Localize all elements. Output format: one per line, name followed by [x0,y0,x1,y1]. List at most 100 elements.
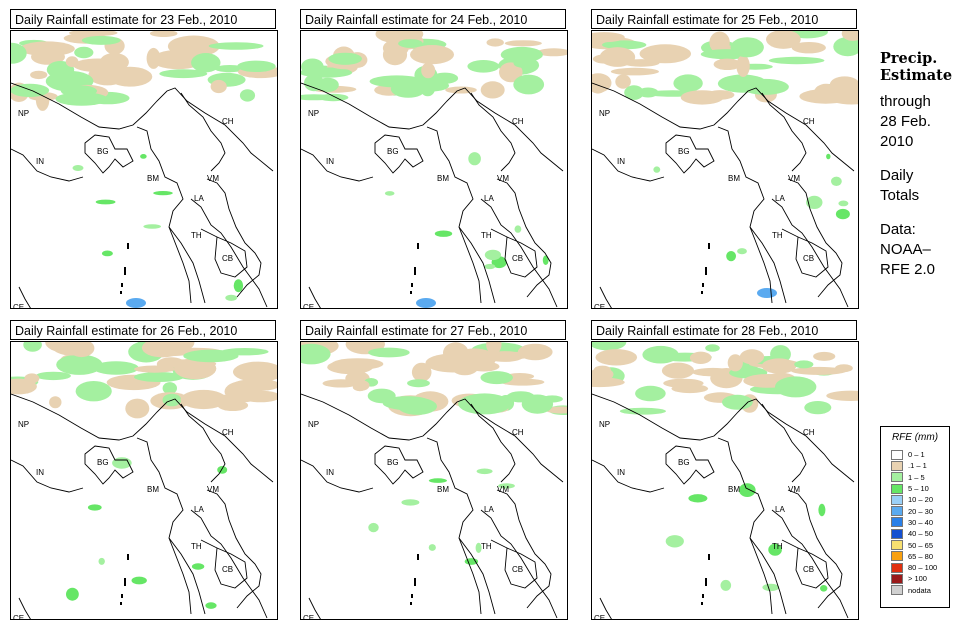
country-border [749,226,787,304]
country-label: BM [147,485,159,494]
panel-title: Daily Rainfall estimate for 26 Feb., 201… [10,320,276,340]
country-label: BG [678,458,690,467]
rain-patch [639,44,691,64]
panel-title: Daily Rainfall estimate for 23 Feb., 201… [10,9,276,29]
country-border [206,178,262,298]
country-border [190,198,268,308]
map-canvas [301,342,567,619]
rain-patch [504,40,542,47]
map-panel-6: Daily Rainfall estimate for 28 Feb., 201… [591,320,859,620]
rain-patch [318,93,349,102]
island [417,554,419,560]
rain-patch [93,361,139,375]
rainfall-patches [11,31,277,308]
country-label: LA [484,194,494,203]
country-label: CB [512,565,524,574]
rain-patch [705,344,720,352]
panel-title: Daily Rainfall estimate for 27 Feb., 201… [300,320,566,340]
rain-patch [208,42,264,50]
map-canvas [592,31,858,308]
country-border [504,547,538,589]
legend-swatch [891,449,903,460]
rain-patch [141,342,184,358]
country-label: TH [481,542,492,551]
rain-patch [74,46,94,59]
legend-label: .1 – 1 [908,461,927,471]
rain-patch [210,79,227,94]
map-panel-4: Daily Rainfall estimate for 26 Feb., 201… [10,320,278,620]
country-border [599,286,612,308]
rain-patch [384,191,395,196]
rain-patch [56,354,103,375]
country-label: IN [617,157,625,166]
rain-patch [24,373,40,384]
legend-swatch [891,573,903,584]
map-panel-2: Daily Rainfall estimate for 24 Feb., 201… [300,9,568,309]
rain-patch [835,208,850,220]
country-border [592,148,665,182]
rain-patch [233,279,244,293]
country-label: NP [599,109,611,118]
rain-patch [592,367,614,382]
side-info: Precip. Estimate through 28 Feb. 2010 Da… [880,50,965,280]
country-label: CH [512,117,524,126]
rain-patch [369,75,425,88]
rainfall-map: NP CH IN BG BM VM LA TH CB CE [10,341,278,620]
legend-item: .1 – 1 [881,460,949,471]
country-border [665,445,715,485]
country-label: LA [484,505,494,514]
island [127,243,129,249]
rain-patch [671,384,709,394]
country-border [180,92,226,172]
country-label: TH [191,542,202,551]
rain-patch [513,58,539,69]
rain-patch [30,41,60,62]
country-border [480,198,558,308]
rain-patch [143,224,161,229]
legend-item: 5 – 10 [881,483,949,494]
country-label: TH [191,231,202,240]
country-label: CH [803,428,815,437]
rain-patch [517,343,553,361]
map-canvas [301,31,567,308]
legend-swatch [891,494,903,505]
rain-patch [727,354,743,372]
country-label: CE [13,614,25,620]
rain-patch [304,74,324,92]
country-label: BG [97,458,109,467]
legend-swatch [891,562,903,573]
rainfall-patches [592,31,858,298]
side-data-line3: RFE 2.0 [880,261,936,278]
country-border [795,236,829,278]
rain-patch [467,60,500,73]
island [705,578,707,586]
legend-swatch [891,460,903,471]
rain-patch [761,358,797,374]
island [702,283,704,287]
country-border [470,403,516,483]
country-label: LA [775,505,785,514]
rain-patch [757,288,777,298]
panel-title: Daily Rainfall estimate for 28 Feb., 201… [591,320,857,340]
rain-patch [730,37,764,58]
country-label: NP [308,420,320,429]
map-canvas [11,31,277,308]
country-label: TH [481,231,492,240]
country-label: LA [194,505,204,514]
rain-patch [239,89,256,102]
rain-patch [237,60,276,72]
rain-patch [322,379,360,388]
rain-patch [826,153,831,160]
country-label: CH [222,428,234,437]
island [702,594,704,598]
country-border [301,459,374,493]
country-border [374,445,424,485]
country-border [136,437,192,615]
country-border [592,82,855,172]
country-border [11,393,274,483]
rain-patch [407,379,430,388]
legend-item: 80 – 100 [881,562,949,573]
legend-item: 20 – 30 [881,505,949,517]
country-border [214,547,248,589]
country-border [206,489,262,609]
